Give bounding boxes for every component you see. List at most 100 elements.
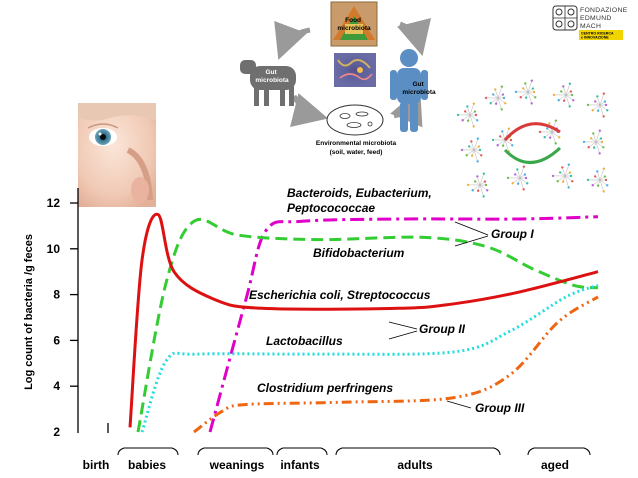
logo-line1: FONDAZIONE — [580, 7, 628, 14]
cycle-arrow-left-bottom — [289, 93, 329, 128]
network-node — [511, 182, 514, 185]
network-node — [519, 96, 522, 99]
network-node — [586, 178, 590, 182]
network-edge — [479, 184, 484, 197]
network-node — [484, 183, 488, 187]
network-edge — [497, 97, 506, 104]
stage-label-birth: birth — [83, 458, 110, 472]
network-edge — [477, 176, 481, 186]
network-edge — [599, 93, 605, 106]
network-edge — [517, 169, 521, 179]
network-edge — [519, 177, 524, 190]
network-node — [500, 108, 503, 111]
network-node — [568, 171, 572, 174]
microbiota-diagram: Food microbiota Gut microbiota — [240, 1, 436, 156]
network-node — [568, 105, 571, 108]
network-node — [567, 163, 571, 166]
network-link-green — [503, 146, 562, 164]
network-node — [489, 102, 492, 105]
gut-microbiota-cow-label: Gut microbiota — [255, 69, 289, 84]
network-edge — [558, 94, 567, 101]
network-node — [591, 184, 594, 187]
network-node — [561, 166, 564, 169]
env-label: Environmental microbiota — [316, 140, 397, 147]
network-node — [604, 178, 608, 182]
network-node — [545, 127, 549, 130]
network-edge — [588, 141, 597, 148]
y-tick-label: 10 — [47, 242, 61, 256]
series-line-bifidobacterium — [136, 217, 599, 433]
logo-line3: MACH — [580, 23, 601, 30]
logo-line4: CENTRO RICERCA — [581, 32, 614, 36]
network-edge — [564, 164, 570, 177]
stage-label-weanings: weanings — [209, 458, 265, 472]
network-node — [465, 154, 468, 157]
fem-logo: FONDAZIONE EDMUND MACH CENTRO RICERCA e … — [552, 5, 628, 40]
cycle-arrow-right-top — [397, 17, 432, 57]
stage-label-babies: babies — [128, 458, 166, 472]
network-edge — [497, 139, 506, 146]
network-node — [491, 93, 495, 96]
network-edge — [597, 171, 601, 181]
network-node — [476, 119, 479, 122]
network-node — [482, 172, 486, 175]
life-stage-axis: birth babies weanings infants adults aged — [83, 447, 591, 472]
network-node — [478, 148, 482, 152]
series-line-clostridium-perfringens — [193, 295, 599, 434]
network-node — [593, 175, 597, 178]
network-node — [476, 137, 480, 140]
network-edge — [564, 175, 569, 188]
network-node — [498, 135, 502, 138]
network-edge — [473, 138, 479, 151]
network-graph-figure — [456, 79, 609, 198]
network-node — [596, 109, 600, 112]
network-edge — [565, 94, 574, 101]
network-edge — [479, 184, 488, 191]
network-node — [603, 100, 607, 103]
network-edge — [466, 149, 475, 156]
network-node — [559, 90, 563, 93]
network-node — [596, 95, 599, 98]
network-node — [461, 119, 464, 122]
network-edge — [599, 104, 604, 117]
chart-axes: 2 4 6 8 10 12 — [47, 188, 109, 439]
network-link-red — [503, 122, 561, 142]
network-edge — [593, 133, 597, 143]
network-node — [494, 102, 498, 105]
stage-bracket — [527, 447, 591, 456]
network-node — [532, 90, 536, 94]
y-tick-label: 4 — [53, 379, 60, 393]
stage-bracket — [117, 447, 179, 456]
network-node — [602, 115, 605, 118]
microbiota-micrograph — [334, 53, 376, 87]
network-edge — [519, 177, 528, 184]
network-node — [476, 175, 479, 178]
environmental-microbiota: Environmental microbiota (soil, water, f… — [316, 104, 397, 156]
network-edge — [599, 104, 608, 111]
network-node — [593, 100, 597, 103]
network-node — [501, 144, 505, 147]
series-line-bacteroids-eubacterium-peptoco — [208, 215, 599, 433]
network-node — [592, 146, 596, 149]
network-node — [548, 136, 552, 139]
network-node — [523, 173, 527, 176]
network-node — [473, 110, 477, 113]
network-node — [509, 138, 513, 142]
stage-label-infants: infants — [280, 458, 320, 472]
network-node — [599, 137, 603, 140]
network-edge — [592, 179, 601, 186]
network-node — [591, 109, 594, 112]
network-node — [538, 130, 542, 134]
network-node — [522, 188, 525, 191]
network-edge — [527, 91, 532, 104]
network-node — [571, 180, 574, 183]
group-1-pointer-bottom — [454, 235, 489, 247]
network-edge — [527, 80, 533, 93]
chart-series — [128, 212, 599, 434]
cycle-arrow-left-top — [274, 20, 311, 60]
network-node — [506, 176, 510, 180]
network-edge — [473, 149, 478, 162]
network-node — [600, 140, 604, 144]
label-clostridium: Clostridium perfringens — [257, 381, 393, 395]
